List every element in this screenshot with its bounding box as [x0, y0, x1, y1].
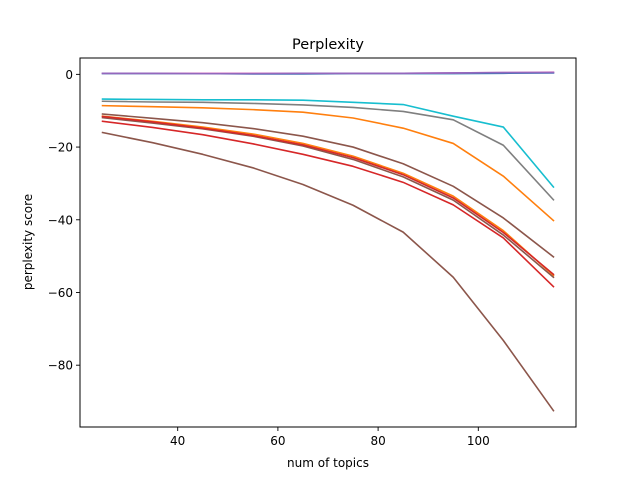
series-line-3 — [101, 104, 555, 222]
chart-title: Perplexity — [292, 37, 364, 53]
x-axis-label: num of topics — [287, 456, 369, 470]
x-axis: 40 60 80 100 — [170, 427, 490, 448]
y-axis: 0 −20 −40 −60 −80 — [48, 68, 80, 373]
series-line-9 — [101, 131, 555, 412]
series-line-12 — [101, 71, 555, 75]
y-tick-label: −20 — [48, 141, 73, 155]
y-axis-label: perplexity score — [21, 194, 35, 290]
y-tick-label: −40 — [48, 213, 73, 227]
plot-frame — [79, 57, 577, 428]
y-tick-label: −80 — [48, 359, 73, 373]
y-tick-label: −60 — [48, 286, 73, 300]
y-tick-label: 0 — [65, 68, 73, 82]
series-line-1 — [101, 98, 555, 189]
x-tick-label: 100 — [467, 434, 490, 448]
series-layer — [101, 71, 555, 412]
series-line-5 — [101, 115, 555, 277]
series-line-8 — [101, 120, 555, 288]
series-line-6 — [101, 116, 555, 279]
x-tick-label: 40 — [170, 434, 185, 448]
series-line-4 — [101, 113, 555, 258]
x-tick-label: 60 — [270, 434, 285, 448]
series-line-7 — [101, 115, 555, 276]
series-line-2 — [101, 100, 555, 201]
x-tick-label: 80 — [370, 434, 385, 448]
